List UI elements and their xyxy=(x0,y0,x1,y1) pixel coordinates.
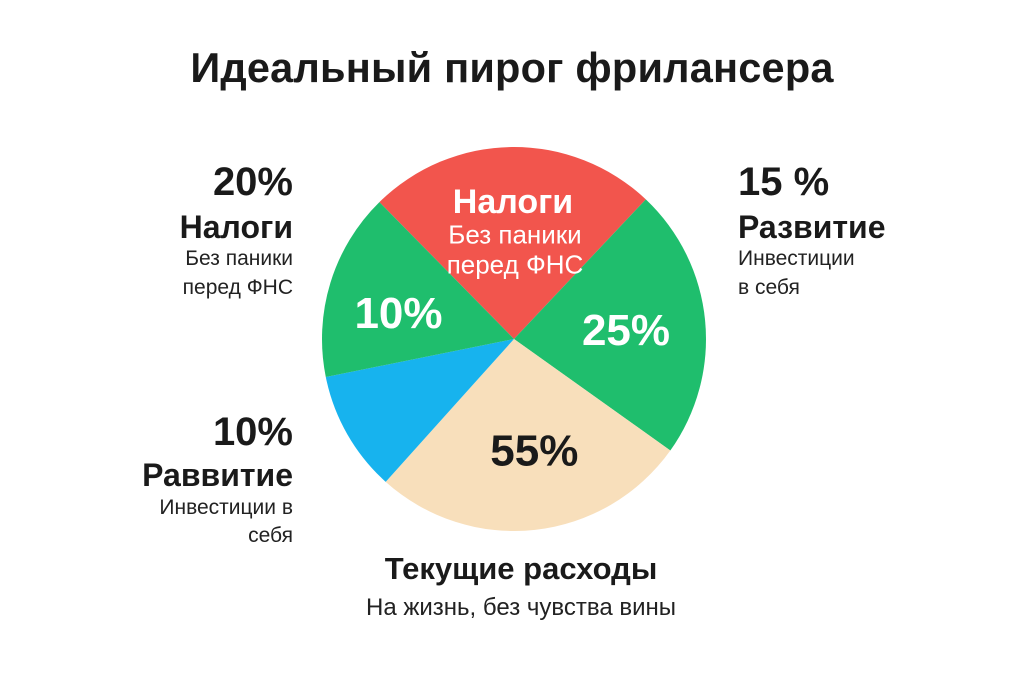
svg-text:перед ФНС: перед ФНС xyxy=(447,250,584,280)
svg-text:10%: 10% xyxy=(354,289,442,338)
svg-text:55%: 55% xyxy=(490,427,578,476)
svg-text:Без паники: Без паники xyxy=(448,220,581,250)
svg-text:25%: 25% xyxy=(582,306,670,355)
svg-text:Налоги: Налоги xyxy=(453,183,573,221)
